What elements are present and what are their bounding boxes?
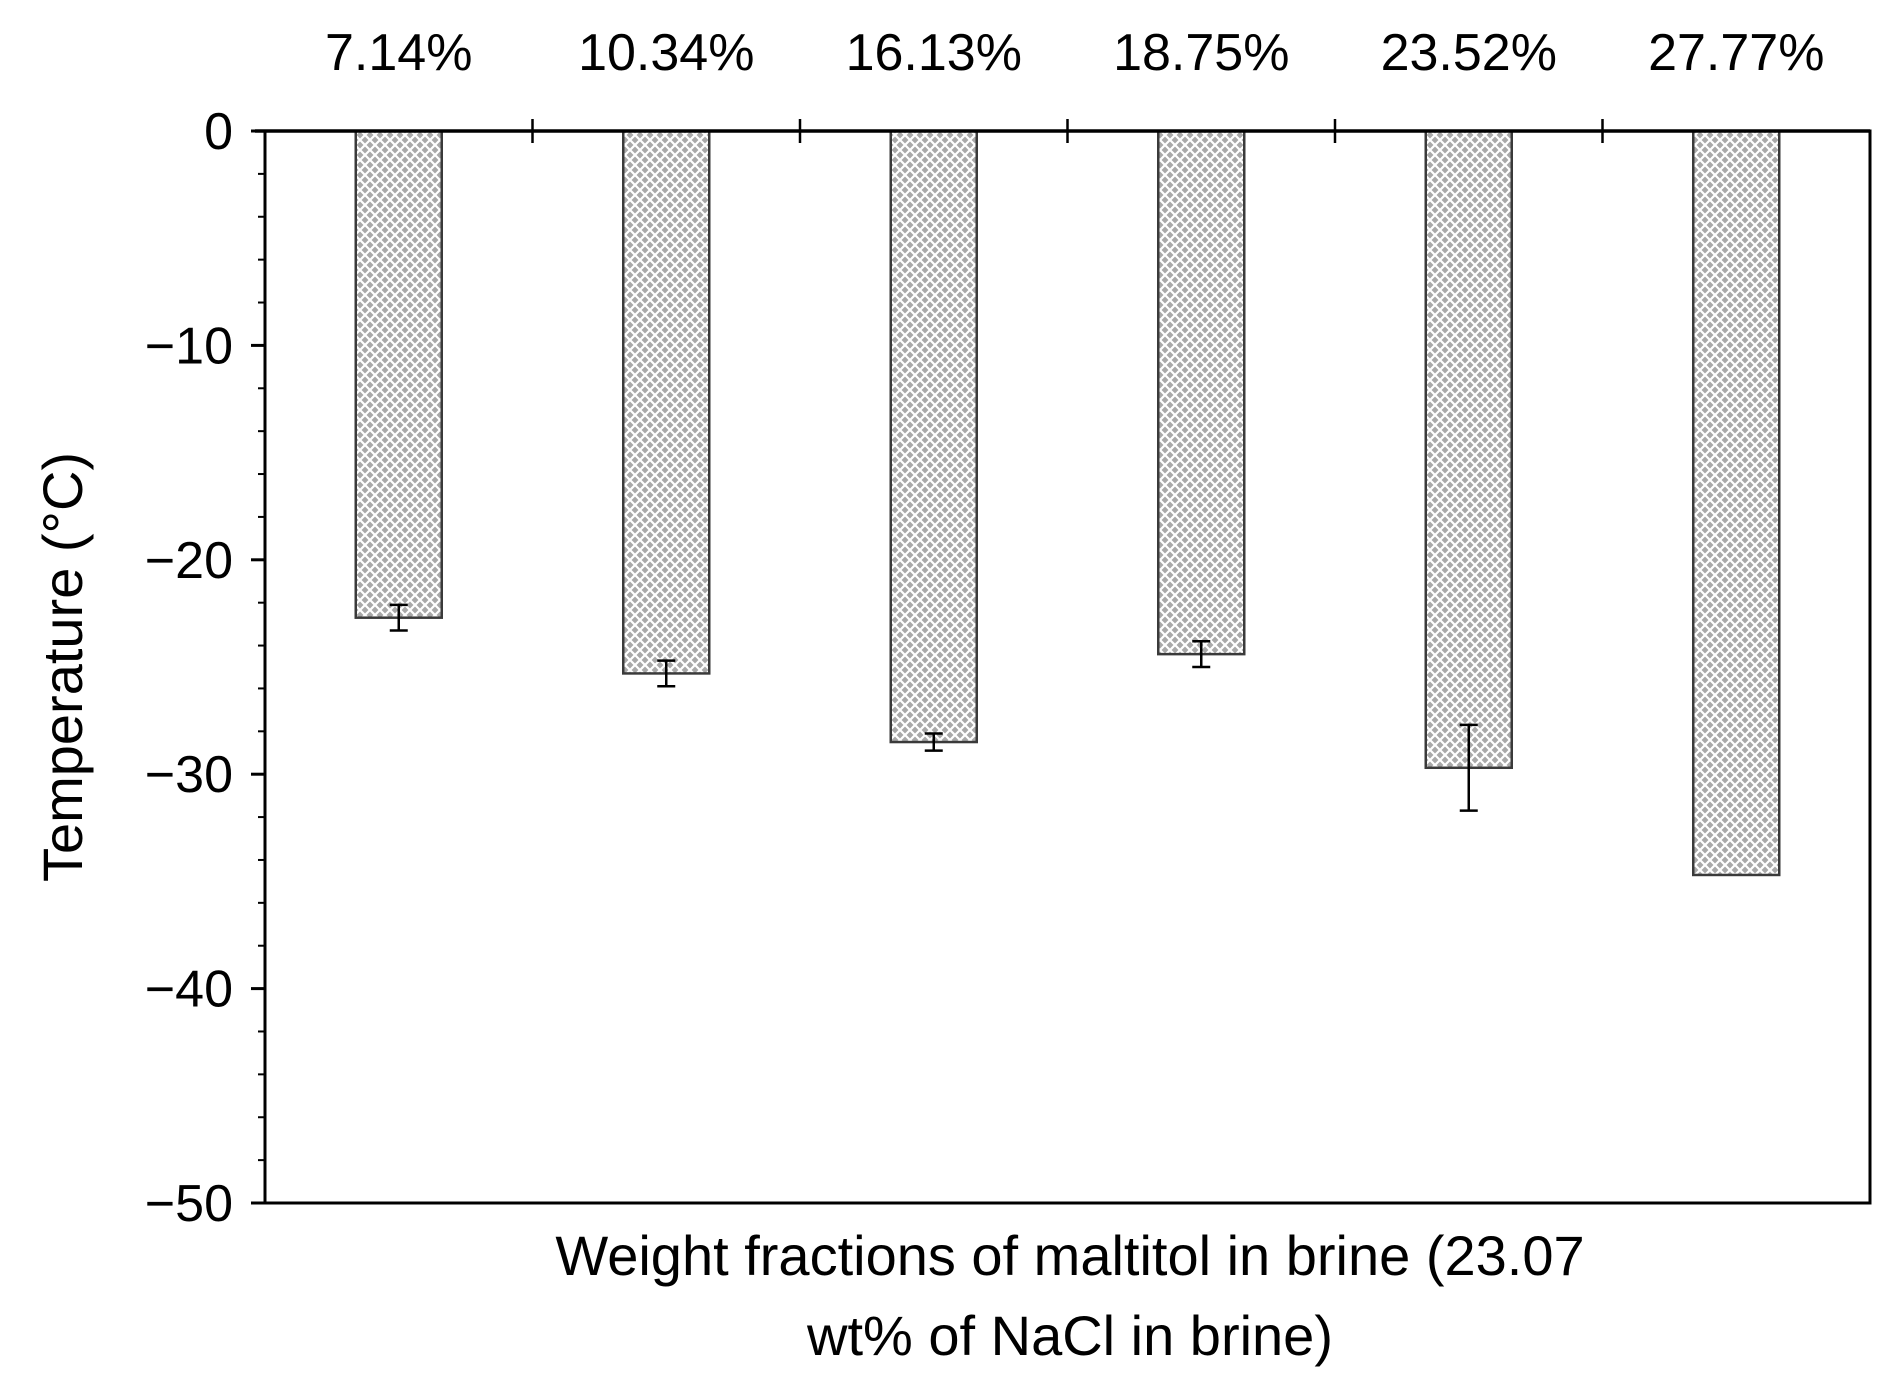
x-axis-title-line-2: wt% of NaCl in brine) bbox=[806, 1304, 1333, 1367]
category-label-3: 16.13% bbox=[846, 24, 1022, 82]
category-label-2: 10.34% bbox=[578, 24, 754, 82]
y-axis-title: Temperature (°C) bbox=[31, 452, 94, 882]
y-tick-label-3: −30 bbox=[145, 746, 233, 804]
y-tick-label-4: −40 bbox=[145, 961, 233, 1019]
y-tick-label-2: −20 bbox=[145, 532, 233, 590]
y-tick-label-1: −10 bbox=[145, 317, 233, 375]
category-label-6: 27.77% bbox=[1648, 24, 1824, 82]
category-label-1: 7.14% bbox=[325, 24, 472, 82]
category-label-5: 23.52% bbox=[1381, 24, 1557, 82]
y-tick-label-5: −50 bbox=[145, 1175, 233, 1233]
x-axis-title-line-1: Weight fractions of maltitol in brine (2… bbox=[555, 1224, 1584, 1287]
plot-area bbox=[263, 129, 1872, 1205]
bar-3 bbox=[889, 129, 978, 744]
y-tick-label-0: 0 bbox=[204, 103, 233, 161]
bar-4 bbox=[1157, 129, 1246, 656]
bar-2 bbox=[622, 129, 711, 675]
bar-5 bbox=[1424, 129, 1513, 770]
bar-6 bbox=[1692, 129, 1781, 877]
category-label-4: 18.75% bbox=[1113, 24, 1289, 82]
bar-1 bbox=[354, 129, 443, 619]
